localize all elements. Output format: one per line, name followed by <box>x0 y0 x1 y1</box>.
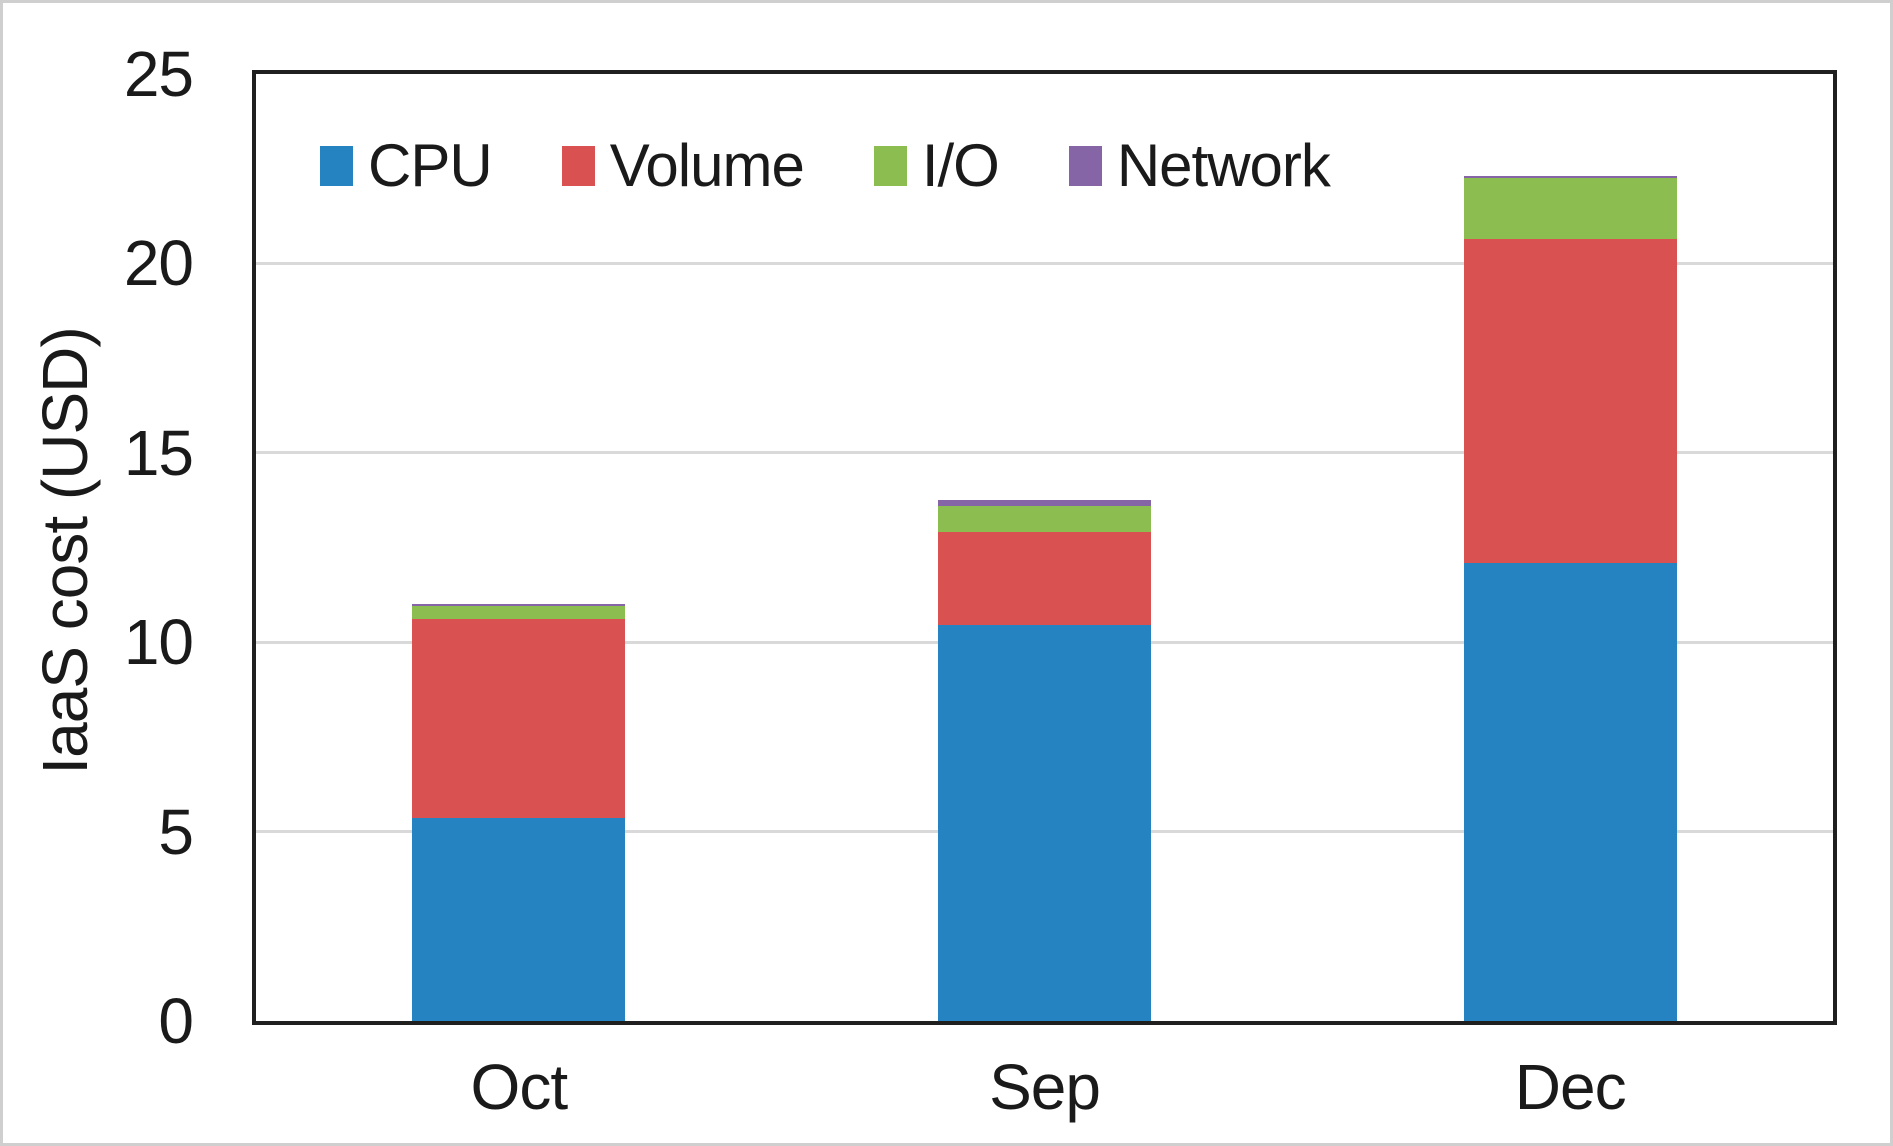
gridline-15 <box>256 451 1833 455</box>
x-tick-label-sep: Sep <box>989 1051 1101 1123</box>
bar-segment-network-dec <box>1463 176 1677 179</box>
bar-segment-cpu-oct <box>412 818 626 1021</box>
bar-segment-network-sep <box>938 500 1151 506</box>
y-tick-label-5: 5 <box>158 795 194 868</box>
legend-swatch-cpu-icon <box>320 146 353 186</box>
y-tick-label-20: 20 <box>123 227 194 300</box>
legend-swatch-network-icon <box>1068 146 1102 186</box>
legend-item-i-o: I/O <box>873 132 1000 199</box>
plot-area: CPU Volume I/O Network <box>252 70 1837 1025</box>
bar-segment-cpu-sep <box>938 625 1151 1021</box>
bar-segment-volume-dec <box>1463 238 1677 563</box>
y-tick-label-10: 10 <box>123 606 194 679</box>
bar-column-oct <box>412 74 626 1021</box>
bar-segment-volume-sep <box>938 532 1151 626</box>
y-tick-label-15: 15 <box>123 416 194 489</box>
x-tick-label-dec: Dec <box>1514 1051 1627 1123</box>
legend-item-cpu: CPU <box>320 132 493 199</box>
bar-segment-i-o-dec <box>1463 178 1677 239</box>
y-tick-label-25: 25 <box>123 38 194 110</box>
legend-swatch-i-o-icon <box>873 146 907 186</box>
gridline-20 <box>256 261 1833 265</box>
legend-item-volume: Volume <box>561 132 805 199</box>
legend-label-i-o: I/O <box>921 132 1000 199</box>
bar-segment-cpu-dec <box>1463 562 1677 1021</box>
bar-segment-network-oct <box>412 604 626 607</box>
y-tick-label-0: 0 <box>158 985 194 1057</box>
bar-segment-volume-oct <box>412 619 626 819</box>
bar-segment-i-o-oct <box>412 606 626 620</box>
bar-column-sep <box>938 74 1151 1021</box>
legend-item-network: Network <box>1068 132 1331 199</box>
bar-segment-i-o-sep <box>938 505 1151 533</box>
legend-label-network: Network <box>1116 132 1331 199</box>
legend-swatch-volume-icon <box>561 146 595 186</box>
bar-column-dec <box>1463 74 1677 1021</box>
legend-label-cpu: CPU <box>368 132 493 199</box>
x-tick-label-oct: Oct <box>470 1051 569 1123</box>
legend-label-volume: Volume <box>609 132 805 199</box>
legend: CPU Volume I/O Network <box>320 132 1331 199</box>
